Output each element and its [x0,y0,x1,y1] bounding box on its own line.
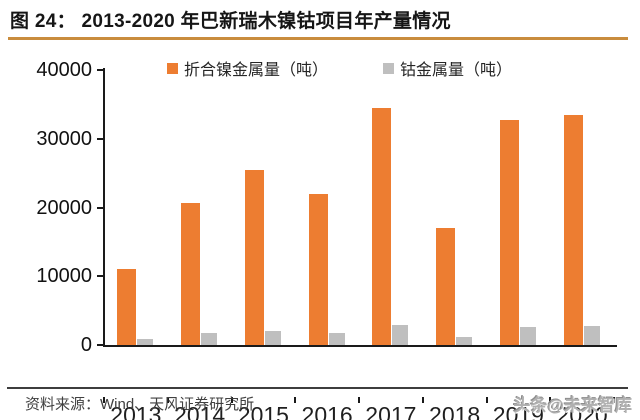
x-axis-label-2014: 2014 [174,402,226,420]
y-axis-line [103,68,105,347]
source-text: 资料来源：Wind、天风证券研究所 [25,396,255,413]
bar-nickel-2017 [372,107,392,345]
y-axis-tick-label: 40000 [36,59,92,81]
x-axis-line [103,345,617,347]
bar-nickel-2013 [117,268,137,345]
bar-nickel-2018 [436,228,456,345]
figure-title: 图 24： 2013-2020 年巴新瑞木镍钴项目年产量情况 [10,11,451,32]
y-axis-tick-label: 20000 [36,196,92,219]
bar-cobalt-2014 [201,333,218,345]
bar-cobalt-2017 [392,325,409,345]
bar-nickel-2015 [244,170,264,345]
y-axis-tick-label: 30000 [36,127,92,150]
x-axis-label-2019: 2019 [492,402,544,420]
y-axis-tick-mark [97,344,104,346]
chart-area: 0 10000 20000 30000 40000 2013 2014 2015 2016 201… [0,50,640,420]
x-axis-label-2013: 2013 [110,402,162,420]
x-axis-label-2017: 2017 [365,402,417,420]
y-axis-tick-label: 0 [80,334,92,356]
bar-cobalt-2015 [264,330,281,345]
x-axis-tick-mark [103,397,105,403]
x-axis-tick-mark [294,397,297,403]
x-axis-tick-mark [358,397,360,403]
title-accent-rule [8,37,628,40]
y-axis-tick-mark [97,137,104,140]
legend-label-cobalt: 钴金属量（吨） [400,62,513,79]
x-axis-tick-mark [613,397,615,403]
y-axis-tick-label: 10000 [36,265,92,288]
x-axis-label-2016: 2016 [301,402,353,420]
bar-nickel-2019 [499,120,519,345]
bar-cobalt-2013 [137,338,154,345]
x-axis-tick-mark [421,397,424,403]
bar-cobalt-2020 [583,326,600,345]
bar-cobalt-2019 [519,327,536,345]
legend-item-nickel: 折合镍金属量（吨） [167,59,329,79]
x-axis-label-2015: 2015 [237,402,289,420]
x-axis-tick-mark [485,397,488,403]
cobalt-legend-swatch-icon [383,62,394,74]
bar-nickel-2014 [181,202,201,345]
x-axis-label-2018: 2018 [429,402,481,420]
watermark-text: 头条@未来智库 [513,396,632,415]
bar-nickel-2020 [563,114,583,345]
footer-rule [7,387,628,389]
legend-label-nickel: 折合镍金属量（吨） [184,62,329,79]
y-axis-tick-mark [97,206,104,209]
x-axis-tick-mark [230,397,233,403]
y-axis-tick-mark [97,275,104,278]
x-axis-tick-mark [549,397,552,403]
bar-nickel-2016 [308,193,328,345]
nickel-legend-swatch-icon [167,62,178,74]
y-axis-tick-mark [97,69,104,71]
x-axis-tick-mark [166,397,169,403]
bar-cobalt-2018 [456,336,473,345]
x-axis-label-2020: 2020 [556,402,608,420]
legend-item-cobalt: 钴金属量（吨） [383,59,513,79]
bar-cobalt-2016 [328,332,345,345]
